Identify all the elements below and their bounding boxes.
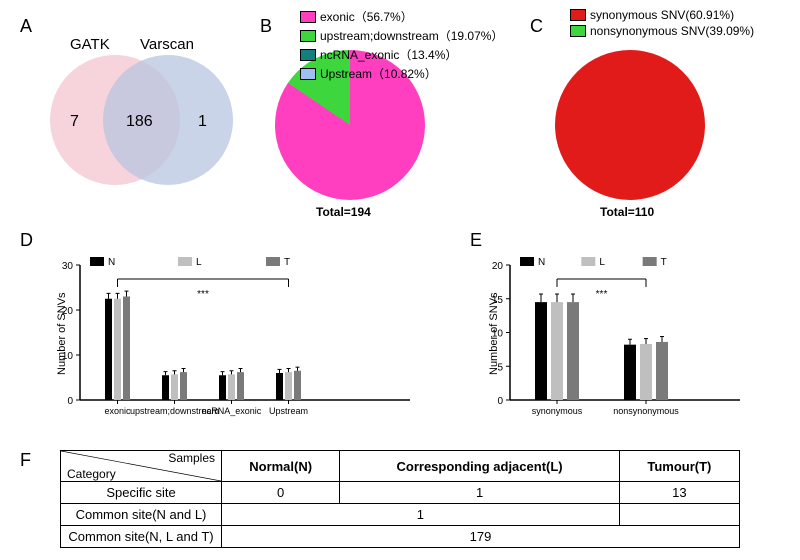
legend-label: nonsynonymous SNV(39.09%) bbox=[590, 24, 754, 38]
table-rowname: Common site(N and L) bbox=[61, 504, 222, 526]
legend-swatch bbox=[300, 68, 316, 80]
legend-swatch bbox=[570, 9, 586, 21]
legend-b-item: Upstream（10.82%） bbox=[300, 65, 503, 82]
table-rowname: Common site(N, L and T) bbox=[61, 526, 222, 548]
panel-c-label: C bbox=[530, 16, 543, 37]
table-cell: 13 bbox=[619, 482, 739, 504]
svg-text:0: 0 bbox=[67, 396, 73, 407]
panel-b-label: B bbox=[260, 16, 272, 37]
venn-title-left: GATK bbox=[70, 36, 110, 53]
legend-label: synonymous SNV(60.91%) bbox=[590, 8, 734, 22]
panel-a-label: A bbox=[20, 16, 32, 37]
panel-e-label: E bbox=[470, 230, 482, 251]
venn-value-left: 7 bbox=[70, 113, 79, 131]
svg-text:T: T bbox=[284, 257, 290, 268]
legend-swatch bbox=[300, 11, 316, 23]
legend-c: synonymous SNV(60.91%) nonsynonymous SNV… bbox=[570, 8, 754, 40]
legend-label: Upstream（10.82%） bbox=[320, 65, 437, 82]
table-row: Common site(N, L and T) 179 bbox=[61, 526, 740, 548]
venn-value-right: 1 bbox=[198, 113, 207, 131]
table-row: Samples Category Normal(N) Corresponding… bbox=[61, 451, 740, 482]
svg-text:***: *** bbox=[197, 289, 209, 300]
pie-c-caption: Total=110 bbox=[600, 205, 654, 219]
pie-b-caption: Total=194 bbox=[316, 205, 371, 219]
svg-text:15: 15 bbox=[492, 295, 504, 306]
panel-f-label: F bbox=[20, 450, 31, 471]
table-cell bbox=[619, 504, 739, 526]
diag-top-label: Samples bbox=[168, 451, 215, 465]
table-row: Specific site 0 1 13 bbox=[61, 482, 740, 504]
legend-label: exonic（56.7%） bbox=[320, 8, 413, 25]
legend-c-item: nonsynonymous SNV(39.09%) bbox=[570, 24, 754, 38]
svg-text:20: 20 bbox=[492, 261, 504, 272]
bar-chart-e: 0 5 10 15 20 synonymous nonsynonymous N L T *** bbox=[470, 255, 780, 440]
bar-chart-d: 0102030exonicupstream;downstreamncRNA_ex… bbox=[40, 255, 450, 440]
table-cell: 179 bbox=[222, 526, 740, 548]
legend-b: exonic（56.7%） upstream;downstream（19.07%… bbox=[300, 8, 503, 84]
legend-label: ncRNA_exonic（13.4%） bbox=[320, 46, 457, 63]
svg-text:10: 10 bbox=[492, 329, 504, 340]
svg-text:***: *** bbox=[596, 289, 608, 300]
svg-text:N: N bbox=[538, 257, 545, 268]
svg-text:N: N bbox=[108, 257, 115, 268]
diag-bottom-label: Category bbox=[67, 467, 116, 481]
table-row: Common site(N and L) 1 bbox=[61, 504, 740, 526]
legend-swatch bbox=[300, 30, 316, 42]
legend-swatch bbox=[300, 49, 316, 61]
table-f: Samples Category Normal(N) Corresponding… bbox=[60, 450, 740, 548]
venn-diagram: 7 186 1 bbox=[50, 55, 240, 205]
svg-text:T: T bbox=[661, 257, 667, 268]
venn-title-right: Varscan bbox=[140, 36, 194, 53]
svg-text:L: L bbox=[599, 257, 605, 268]
svg-text:exonic: exonic bbox=[104, 406, 131, 416]
venn-value-overlap: 186 bbox=[126, 113, 153, 131]
svg-text:10: 10 bbox=[62, 351, 74, 362]
legend-b-item: exonic（56.7%） bbox=[300, 8, 503, 25]
svg-text:synonymous: synonymous bbox=[532, 406, 583, 416]
venn-circle-right bbox=[103, 55, 233, 185]
table-col-header: Normal(N) bbox=[222, 451, 340, 482]
panel-d-label: D bbox=[20, 230, 33, 251]
svg-text:5: 5 bbox=[497, 362, 503, 373]
table-cell: 0 bbox=[222, 482, 340, 504]
table-col-header: Corresponding adjacent(L) bbox=[340, 451, 619, 482]
pie-c bbox=[555, 50, 705, 200]
legend-b-item: ncRNA_exonic（13.4%） bbox=[300, 46, 503, 63]
table-diag-header: Samples Category bbox=[61, 451, 222, 482]
svg-text:nonsynonymous: nonsynonymous bbox=[613, 406, 679, 416]
svg-text:0: 0 bbox=[497, 396, 503, 407]
table-cell: 1 bbox=[222, 504, 620, 526]
legend-b-item: upstream;downstream（19.07%） bbox=[300, 27, 503, 44]
table-rowname: Specific site bbox=[61, 482, 222, 504]
svg-text:Upstream: Upstream bbox=[269, 406, 308, 416]
svg-text:ncRNA_exonic: ncRNA_exonic bbox=[202, 406, 262, 416]
legend-label: upstream;downstream（19.07%） bbox=[320, 27, 503, 44]
table-cell: 1 bbox=[340, 482, 619, 504]
table-col-header: Tumour(T) bbox=[619, 451, 739, 482]
svg-text:20: 20 bbox=[62, 306, 74, 317]
figure-root: A GATK Varscan 7 186 1 B Total=194 exoni… bbox=[0, 0, 800, 560]
legend-c-item: synonymous SNV(60.91%) bbox=[570, 8, 754, 22]
svg-text:30: 30 bbox=[62, 261, 74, 272]
legend-swatch bbox=[570, 25, 586, 37]
svg-text:L: L bbox=[196, 257, 202, 268]
